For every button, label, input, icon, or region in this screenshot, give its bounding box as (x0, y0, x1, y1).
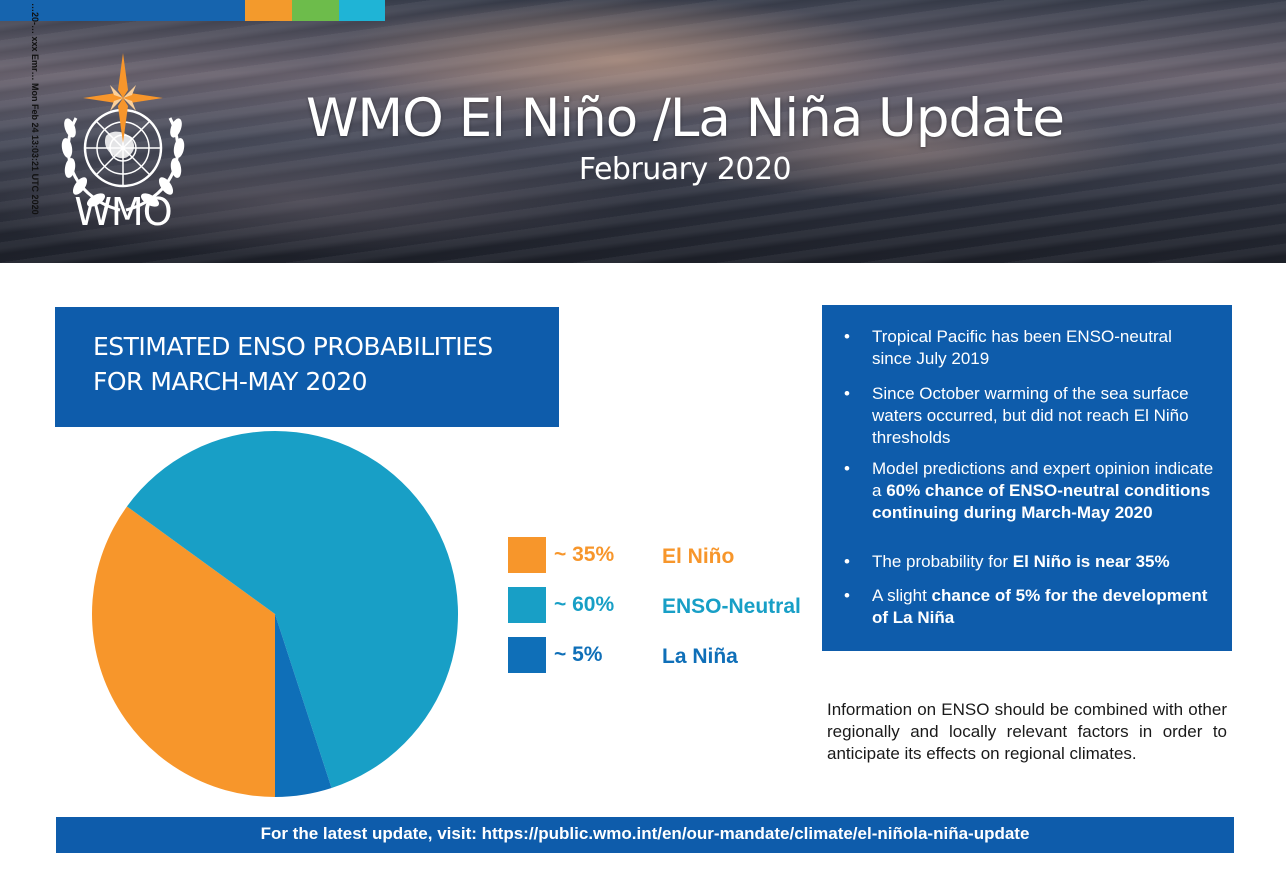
color-stripe-orange (245, 0, 292, 21)
info-item-text: Since October warming of the sea surface… (872, 384, 1189, 447)
info-item: A slight chance of 5% for the developmen… (844, 585, 1214, 629)
info-item: The probability for El Niño is near 35% (844, 551, 1214, 573)
page-subtitle: February 2020 (578, 152, 792, 187)
color-stripe-blue (0, 0, 245, 21)
info-item-emphasis: El Niño is near 35% (1012, 552, 1170, 571)
color-stripe-cyan (339, 0, 385, 21)
info-item-text: The probability for (872, 552, 1013, 571)
legend-swatch-enso-neutral (508, 587, 546, 623)
enso-title: ESTIMATED ENSO PROBABILITIES FOR MARCH-M… (93, 329, 493, 399)
page-title: WMO El Niño /La Niña Update (306, 88, 1065, 149)
color-stripe-green (292, 0, 339, 21)
enso-note: Information on ENSO should be combined w… (827, 700, 1227, 763)
legend-swatch-el-ni-o (508, 537, 546, 573)
info-item: Since October warming of the sea surface… (844, 383, 1214, 449)
legend-swatch-la-ni-a (508, 637, 546, 673)
info-item-text: Tropical Pacific has been ENSO-neutral s… (872, 327, 1172, 368)
legend-label-el-ni-o: El Niño (662, 545, 735, 568)
pie-slice-enso-neutral (126, 430, 459, 789)
info-item-text: Model predictions and expert opinion ind… (872, 459, 1214, 500)
enso-title-line1: ESTIMATED ENSO PROBABILITIES (93, 332, 493, 361)
legend-label-enso-neutral: ENSO-Neutral (662, 595, 801, 618)
pie-slice-el-ni-o (92, 506, 275, 797)
info-item: Model predictions and expert opinion ind… (844, 458, 1214, 524)
info-box: Tropical Pacific has been ENSO-neutral s… (822, 305, 1232, 651)
wmo-logo-text: WMO (74, 190, 172, 234)
pie-slice-la-ni-a (275, 614, 332, 797)
info-item-emphasis: chance of 5% for the development of La N… (872, 586, 1208, 627)
print-timestamp: …20-… xxx Emr… Mon Feb 24 13:03:21 UTC 2… (30, 3, 40, 215)
enso-title-box: ESTIMATED ENSO PROBABILITIES FOR MARCH-M… (55, 307, 559, 427)
legend-label-la-ni-a: La Niña (662, 645, 738, 668)
info-item: Tropical Pacific has been ENSO-neutral s… (844, 326, 1214, 370)
enso-title-line2: FOR MARCH-MAY 2020 (93, 367, 368, 396)
legend-value-la-ni-a: ~ 5% (554, 643, 603, 666)
legend-value-el-ni-o: ~ 35% (554, 543, 615, 566)
header-banner: …20-… xxx Emr… Mon Feb 24 13:03:21 UTC 2… (0, 0, 1286, 263)
enso-pie-chart (92, 430, 459, 797)
info-item-emphasis: 60% chance of ENSO-neutral conditions co… (872, 481, 1211, 522)
legend-value-enso-neutral: ~ 60% (554, 593, 615, 616)
wmo-logo-icon (61, 53, 185, 212)
footer-link-banner[interactable]: For the latest update, visit: https://pu… (56, 817, 1234, 853)
info-item-text: A slight (872, 586, 932, 605)
